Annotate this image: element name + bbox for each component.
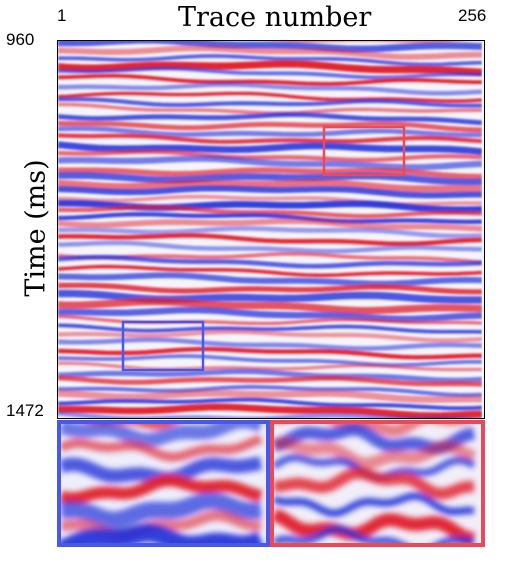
reflector-band — [58, 185, 482, 199]
red-zoom-image — [274, 424, 481, 543]
reflector-band — [58, 361, 482, 372]
blue-zoom-inset — [57, 420, 270, 547]
seismic-section — [57, 40, 485, 419]
reflector-band — [58, 225, 483, 239]
seismic-image — [58, 41, 484, 418]
reflector-band — [58, 384, 483, 398]
reflector-band — [58, 354, 482, 368]
blue-zoom-image — [61, 424, 266, 543]
reflector-band — [58, 212, 483, 225]
reflector-band — [58, 45, 483, 60]
reflector-band — [58, 403, 483, 418]
reflector-band — [61, 491, 262, 529]
y-axis-title: Time (ms) — [20, 159, 52, 297]
reflector-band — [58, 397, 483, 411]
reflector-band — [58, 54, 483, 67]
reflector-band — [58, 329, 483, 343]
y-tick-top: 960 — [6, 30, 35, 49]
reflector-band — [58, 155, 483, 171]
reflector-band — [58, 218, 483, 232]
reflector-band — [58, 97, 482, 108]
reflector-band — [274, 436, 477, 470]
reflector-band — [274, 524, 475, 543]
reflector-band — [58, 297, 483, 315]
reflector-band — [61, 434, 263, 462]
x-axis-title: Trace number — [178, 2, 372, 33]
reflector-band — [58, 205, 483, 219]
reflector-band — [58, 112, 483, 126]
reflector-band — [58, 282, 482, 295]
x-tick-start: 1 — [57, 6, 67, 25]
reflector-band — [329, 424, 465, 438]
blue-box — [121, 320, 205, 372]
reflector-band — [58, 167, 483, 180]
reflector-band — [58, 264, 483, 278]
reflector-band — [58, 368, 483, 384]
reflector-band — [58, 346, 482, 360]
reflector-band — [58, 149, 483, 163]
reflector-band — [274, 467, 475, 501]
x-tick-end: 256 — [458, 6, 487, 25]
reflector-band — [274, 508, 476, 543]
reflector-band — [58, 233, 483, 247]
reflector-band — [58, 289, 483, 304]
reflector-band — [58, 126, 482, 138]
reflector-band — [58, 272, 483, 287]
reflector-band — [58, 141, 483, 156]
reflector-band — [58, 73, 482, 86]
reflector-band — [61, 523, 263, 543]
reflector-band — [61, 510, 262, 541]
reflector-band — [58, 171, 483, 186]
reflector-band — [58, 254, 483, 269]
y-tick-bottom: 1472 — [6, 401, 44, 420]
reflector-band — [58, 240, 482, 254]
reflector-band — [58, 82, 483, 96]
reflector-band — [58, 120, 483, 133]
reflector-band — [58, 41, 483, 53]
reflector-band — [58, 133, 483, 144]
reflector-band — [58, 60, 483, 76]
reflector-band — [58, 375, 483, 387]
reflector-band — [58, 179, 483, 193]
red-zoom-inset — [270, 420, 485, 547]
red-box — [322, 125, 406, 177]
reflector-band — [58, 323, 483, 334]
reflector-band — [58, 337, 483, 351]
reflector-band — [58, 389, 483, 403]
reflector-band — [58, 91, 483, 103]
reflector-band — [61, 424, 262, 448]
reflector-band — [58, 66, 483, 80]
reflector-band — [61, 474, 263, 505]
reflector-band — [58, 306, 483, 323]
reflector-band — [274, 492, 474, 517]
